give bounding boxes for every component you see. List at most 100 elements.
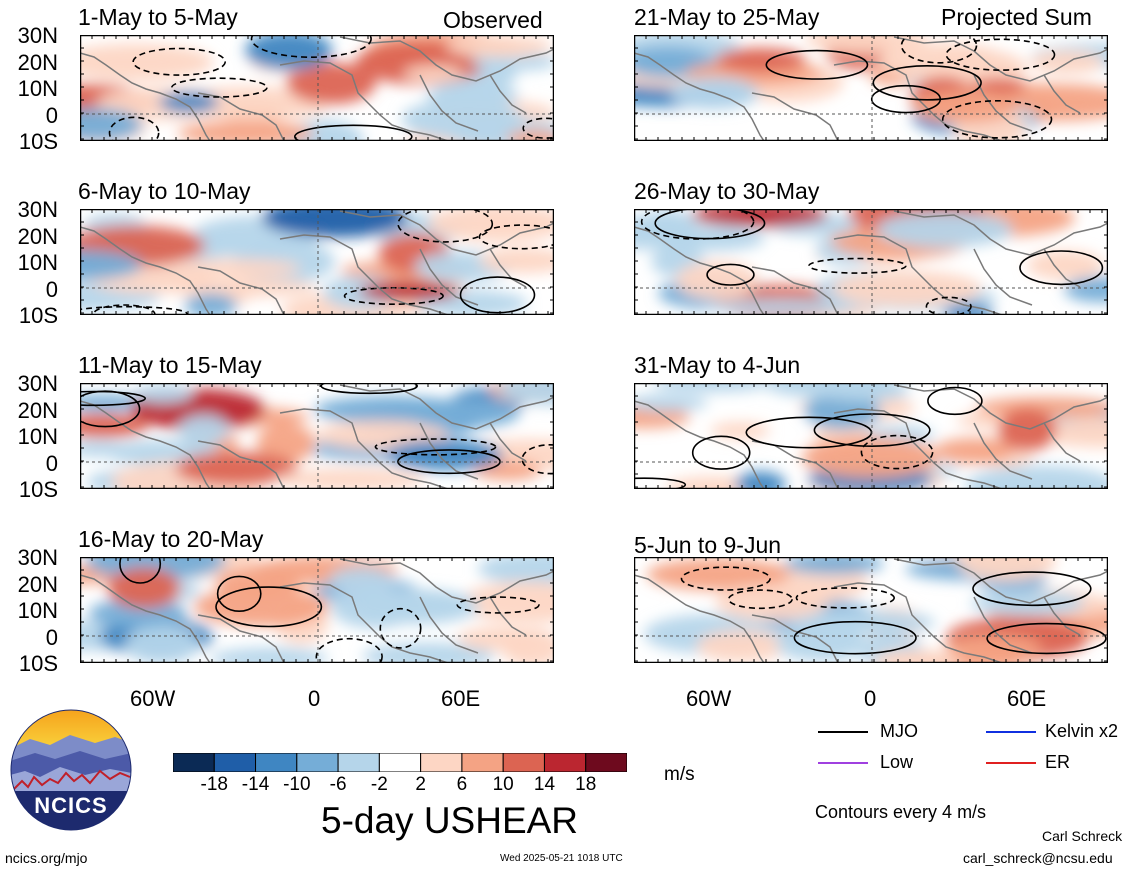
map-ticks (80, 35, 554, 141)
colorbar-tick-label: 2 (415, 774, 426, 795)
y-tick-label: 30N (17, 371, 58, 396)
map-ticks (80, 557, 554, 663)
panel-title: 21-May to 25-May (634, 4, 820, 30)
map-ticks (634, 383, 1108, 489)
map-frame (80, 209, 554, 315)
y-tick-label: 10S (18, 129, 58, 154)
x-tick-60w-right: 60W (686, 686, 732, 711)
y-tick-label: 0 (45, 102, 58, 128)
ncics-logo-graphic (10, 709, 132, 831)
footer-email: carl_schreck@ncsu.edu (963, 850, 1113, 866)
map-panel-r4 (634, 557, 1108, 663)
land-outline (80, 558, 554, 663)
panel-title: 26-May to 30-May (634, 178, 820, 204)
contours (119, 557, 540, 663)
map-panel-l2 (80, 209, 554, 315)
map-panel-l3 (80, 383, 554, 489)
y-tick-label: 0 (45, 450, 58, 476)
y-tick-label: 10N (17, 424, 58, 449)
legend-label-low: Low (880, 752, 914, 772)
land-outline (634, 36, 1108, 141)
colorbar-swatch (461, 753, 504, 772)
map-panel-l4 (80, 557, 554, 663)
y-tick-label: 0 (45, 276, 58, 302)
colorbar-swatch (337, 753, 380, 772)
colorbar-swatch (543, 753, 587, 772)
y-tick-label: 10S (18, 651, 58, 676)
map-frame (634, 209, 1108, 315)
colorbar-swatch (173, 753, 215, 772)
legend-line-er (986, 762, 1036, 764)
y-tick-label: 30N (17, 197, 58, 222)
x-tick-0-left: 0 (308, 686, 321, 711)
map-panel-r1 (634, 35, 1108, 141)
contours (80, 209, 554, 315)
y-tick-label: 10S (18, 477, 58, 502)
footer-timestamp: Wed 2025-05-21 1018 UTC (500, 853, 623, 864)
panel-title: 16-May to 20-May (78, 526, 264, 552)
x-tick-60e-left: 60E (441, 686, 481, 711)
map-frame (80, 557, 554, 663)
colorbar-swatch (296, 753, 339, 772)
contour-note: Contours every 4 m/s (815, 802, 987, 822)
panel-title: 31-May to 4-Jun (634, 352, 801, 378)
y-tick-label: 0 (45, 624, 58, 650)
map-ticks (80, 209, 554, 315)
map-ticks (634, 35, 1108, 141)
map-ticks (80, 383, 554, 489)
colorbar-tick-label: -14 (241, 774, 270, 795)
land-outline (80, 36, 554, 141)
map-panel-r2 (634, 209, 1108, 315)
contours (680, 566, 1107, 655)
legend-line-low (818, 762, 868, 764)
colorbar-swatch (213, 753, 257, 772)
x-tick-0-right: 0 (864, 686, 877, 711)
colorbar-tick-label: -6 (329, 774, 347, 795)
panel-title: 6-May to 10-May (78, 178, 251, 204)
map-frame (80, 383, 554, 489)
panel-title: 11-May to 15-May (78, 352, 262, 378)
panel-title: 1-May to 5-May (78, 4, 238, 30)
map-frame (634, 35, 1108, 141)
colorbar-tick-label: 10 (492, 774, 514, 795)
colorbar-tick-label: -2 (370, 774, 388, 795)
map-panel-r3 (634, 383, 1108, 489)
legend-label-kelvin: Kelvin x2 (1045, 721, 1119, 741)
y-tick-label: 30N (17, 545, 58, 570)
panel-title: 5-Jun to 9-Jun (634, 532, 782, 558)
x-tick-60w-left: 60W (130, 686, 176, 711)
colorbar-swatch (502, 753, 545, 772)
colorbar-swatch (585, 753, 627, 772)
contours (108, 35, 554, 141)
y-tick-label: 20N (17, 397, 58, 423)
y-tick-label: 10N (17, 598, 58, 623)
map-frame (80, 35, 554, 141)
y-tick-label: 20N (17, 571, 58, 597)
land-outline (80, 210, 554, 315)
colorbar-swatches (173, 753, 627, 772)
y-tick-label: 30N (17, 23, 58, 48)
colorbar-tick-label: 18 (575, 774, 597, 795)
y-tick-label: 10N (17, 250, 58, 275)
footer-url: ncics.org/mjo (5, 850, 88, 866)
legend-line-kelvin (986, 731, 1036, 733)
colorbar-tick-label: 6 (456, 774, 468, 795)
y-tick-label: 10N (17, 76, 58, 101)
legend-label-mjo: MJO (880, 721, 918, 741)
colorbar-unit: m/s (664, 764, 695, 785)
colorbar-tick-label: -10 (283, 774, 311, 795)
legend-line-mjo (818, 731, 868, 733)
projected-label: Projected Sum (941, 4, 1092, 30)
colorbar-tick-label: 14 (533, 774, 556, 795)
ncics-logo: NCICS (10, 709, 132, 831)
colorbar-swatch (420, 753, 463, 772)
colorbar-tick-label: -18 (200, 774, 228, 795)
y-tick-label: 20N (17, 49, 58, 75)
colorbar-swatch (255, 753, 298, 772)
contours (765, 35, 1056, 139)
x-tick-60e-right: 60E (1007, 686, 1047, 711)
figure-title: 5-day USHEAR (321, 800, 579, 841)
colorbar-swatch (378, 753, 422, 772)
land-outline (634, 210, 1108, 315)
observed-label: Observed (443, 7, 543, 33)
